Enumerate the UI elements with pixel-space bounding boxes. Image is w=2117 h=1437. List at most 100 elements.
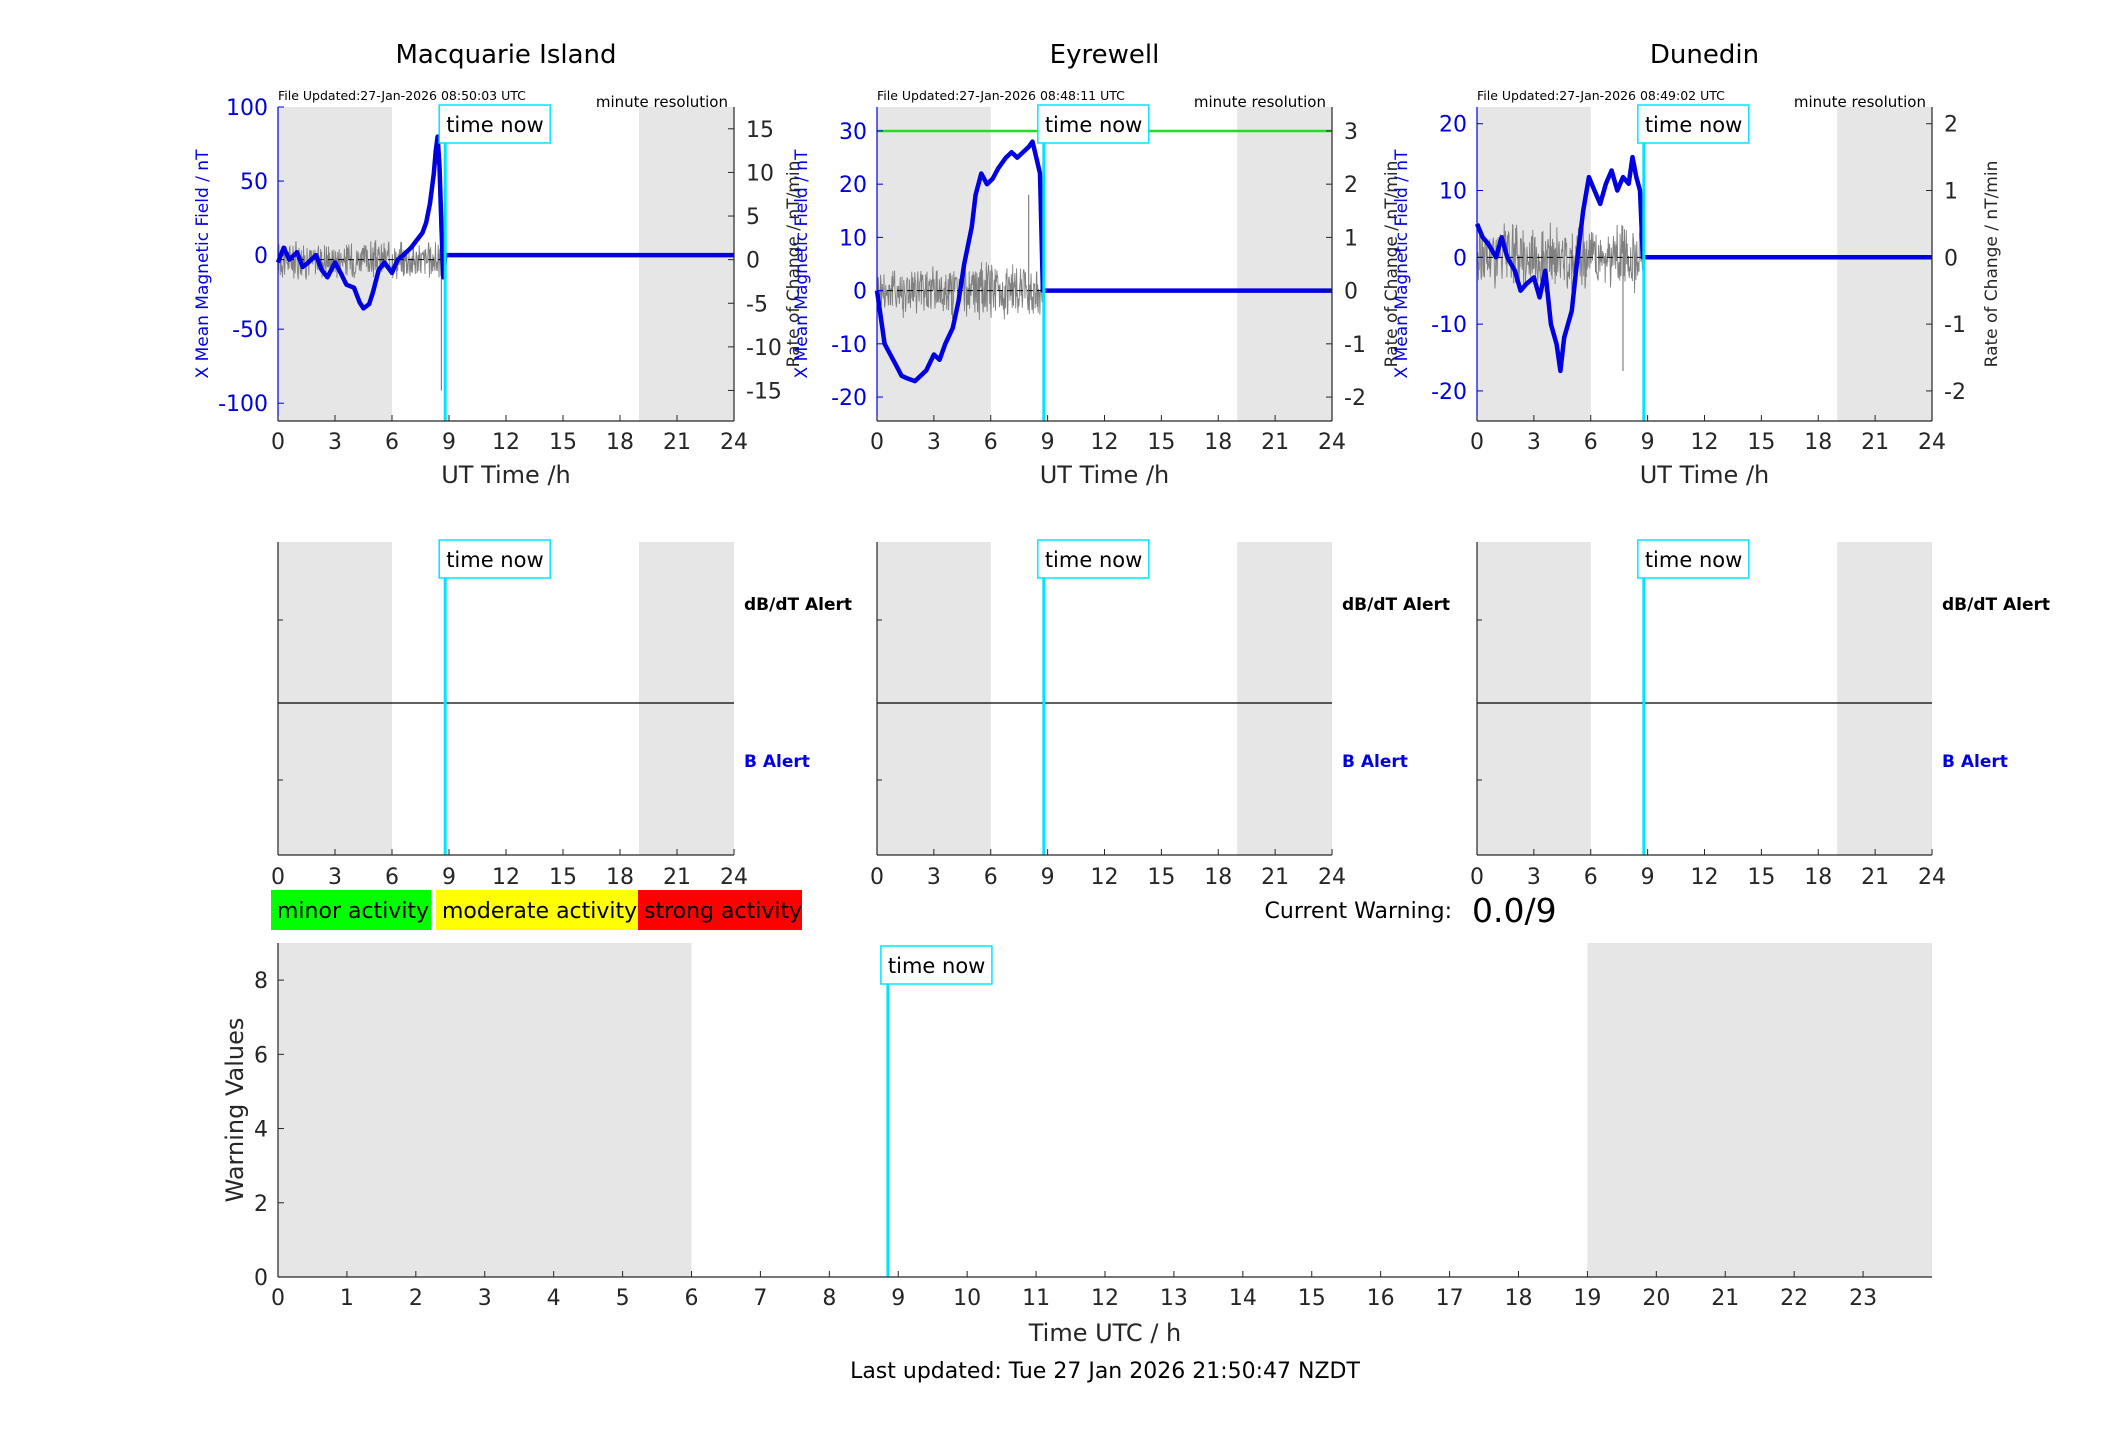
y-tick-label: 8 xyxy=(254,969,268,994)
x-tick-label: 8 xyxy=(822,1286,836,1311)
y-left-tick-label: -10 xyxy=(831,333,867,358)
time-now-label: time now xyxy=(1045,113,1142,137)
y-right-tick-label: -1 xyxy=(1344,333,1366,358)
strong-activity-swatch xyxy=(638,890,802,930)
activity-legend: minor activity moderate activity strong ac… xyxy=(271,890,802,930)
y-right-tick-label: -1 xyxy=(1944,313,1966,338)
x-tick-label: 9 xyxy=(891,1286,905,1311)
y-right-tick-label: 0 xyxy=(1944,246,1958,271)
y-left-axis-label: X Mean Magnetic Field / nT xyxy=(1392,149,1412,379)
y-right-tick-label: 1 xyxy=(1344,226,1358,251)
y-left-tick-label: 10 xyxy=(839,226,867,251)
y-tick-label: 2 xyxy=(254,1192,268,1217)
station-panel-0: Macquarie Island time now 0 3 6 9 12 15 18 21 24 UT… xyxy=(193,40,804,489)
x-tick-label: 12 xyxy=(492,430,520,455)
x-tick-label: 18 xyxy=(1505,1286,1533,1311)
y-left-tick-label: -20 xyxy=(1431,380,1467,405)
x-axis-label: UT Time /h xyxy=(1640,461,1770,489)
x-tick-label: 4 xyxy=(547,1286,561,1311)
last-updated: Last updated: Tue 27 Jan 2026 21:50:47 N… xyxy=(850,1359,1360,1384)
y-tick-label: 0 xyxy=(254,1266,268,1291)
x-tick-label: 18 xyxy=(1804,430,1832,455)
x-tick-label: 21 xyxy=(1261,430,1289,455)
time-now-box xyxy=(1637,104,1750,144)
x-tick-label: 21 xyxy=(1261,865,1289,890)
x-tick-label: 18 xyxy=(606,430,634,455)
x-tick-label: 12 xyxy=(1691,430,1719,455)
x-tick-label: 15 xyxy=(1298,1286,1326,1311)
night-shade xyxy=(1237,542,1332,855)
x-tick-label: 15 xyxy=(1747,430,1775,455)
y-left-tick-label: -20 xyxy=(831,386,867,411)
y-left-tick-label: 0 xyxy=(1453,246,1467,271)
x-tick-label: 24 xyxy=(1918,430,1946,455)
resolution-label: minute resolution xyxy=(1194,93,1326,111)
y-right-axis-label: Rate of Change / nT/min xyxy=(1382,161,1402,368)
time-now-label: time now xyxy=(1045,548,1142,572)
y-tick-label: 6 xyxy=(254,1043,268,1068)
x-tick-label: 21 xyxy=(663,865,691,890)
x-tick-label: 12 xyxy=(1091,1286,1119,1311)
night-shade xyxy=(639,542,734,855)
x-tick-label: 24 xyxy=(720,865,748,890)
moderate-activity-swatch xyxy=(436,890,638,930)
x-tick-label: 21 xyxy=(663,430,691,455)
x-tick-label: 11 xyxy=(1022,1286,1050,1311)
x-tick-label: 18 xyxy=(1204,865,1232,890)
y-left-tick-label: -10 xyxy=(1431,313,1467,338)
x-tick-label: 15 xyxy=(1747,865,1775,890)
night-shade xyxy=(1237,107,1332,421)
x-tick-label: 9 xyxy=(1041,865,1055,890)
b-alert-label: B Alert xyxy=(1942,752,2008,772)
station-title: Macquarie Island xyxy=(395,40,616,70)
x-tick-label: 7 xyxy=(753,1286,767,1311)
strong-activity-label: strong activity xyxy=(644,899,802,924)
x-tick-label: 0 xyxy=(271,1286,285,1311)
x-tick-label: 6 xyxy=(685,1286,699,1311)
x-tick-label: 9 xyxy=(1641,430,1655,455)
x-axis-label: UT Time /h xyxy=(1040,461,1170,489)
x-tick-label: 24 xyxy=(1318,865,1346,890)
x-tick-label: 6 xyxy=(385,865,399,890)
x-tick-label: 6 xyxy=(984,430,998,455)
y-axis-label: Warning Values xyxy=(221,1018,249,1203)
y-left-tick-label: 20 xyxy=(839,173,867,198)
file-updated: File Updated:27-Jan-2026 08:50:03 UTC xyxy=(278,88,526,103)
b-alert-label: B Alert xyxy=(744,752,810,772)
y-right-tick-label: 0 xyxy=(746,249,760,274)
x-tick-label: 3 xyxy=(328,865,342,890)
x-tick-label: 0 xyxy=(870,865,884,890)
x-tick-label: 1 xyxy=(340,1286,354,1311)
x-tick-label: 24 xyxy=(1318,430,1346,455)
x-tick-label: 21 xyxy=(1711,1286,1739,1311)
x-tick-label: 15 xyxy=(549,430,577,455)
y-tick-label: 4 xyxy=(254,1118,268,1143)
y-right-tick-label: 3 xyxy=(1344,120,1358,145)
x-tick-label: 3 xyxy=(478,1286,492,1311)
x-tick-label: 12 xyxy=(1091,430,1119,455)
x-tick-label: 10 xyxy=(953,1286,981,1311)
db-dt-alert-label: dB/dT Alert xyxy=(744,595,852,615)
x-tick-label: 21 xyxy=(1861,865,1889,890)
y-right-tick-label: -2 xyxy=(1344,386,1366,411)
x-tick-label: 22 xyxy=(1780,1286,1808,1311)
y-right-tick-label: -5 xyxy=(746,292,768,317)
x-tick-label: 14 xyxy=(1229,1286,1257,1311)
rate-of-change-series xyxy=(277,239,446,280)
night-shade xyxy=(1837,107,1932,421)
time-now-box xyxy=(1037,104,1150,144)
x-tick-label: 2 xyxy=(409,1286,423,1311)
night-shade xyxy=(1477,542,1591,855)
x-tick-label: 9 xyxy=(1641,865,1655,890)
x-tick-label: 18 xyxy=(1204,430,1232,455)
x-tick-label: 3 xyxy=(328,430,342,455)
x-tick-label: 0 xyxy=(1470,430,1484,455)
time-now-label: time now xyxy=(446,113,543,137)
y-right-tick-label: 5 xyxy=(746,205,760,230)
x-tick-label: 0 xyxy=(271,865,285,890)
db-dt-alert-label: dB/dT Alert xyxy=(1342,595,1450,615)
